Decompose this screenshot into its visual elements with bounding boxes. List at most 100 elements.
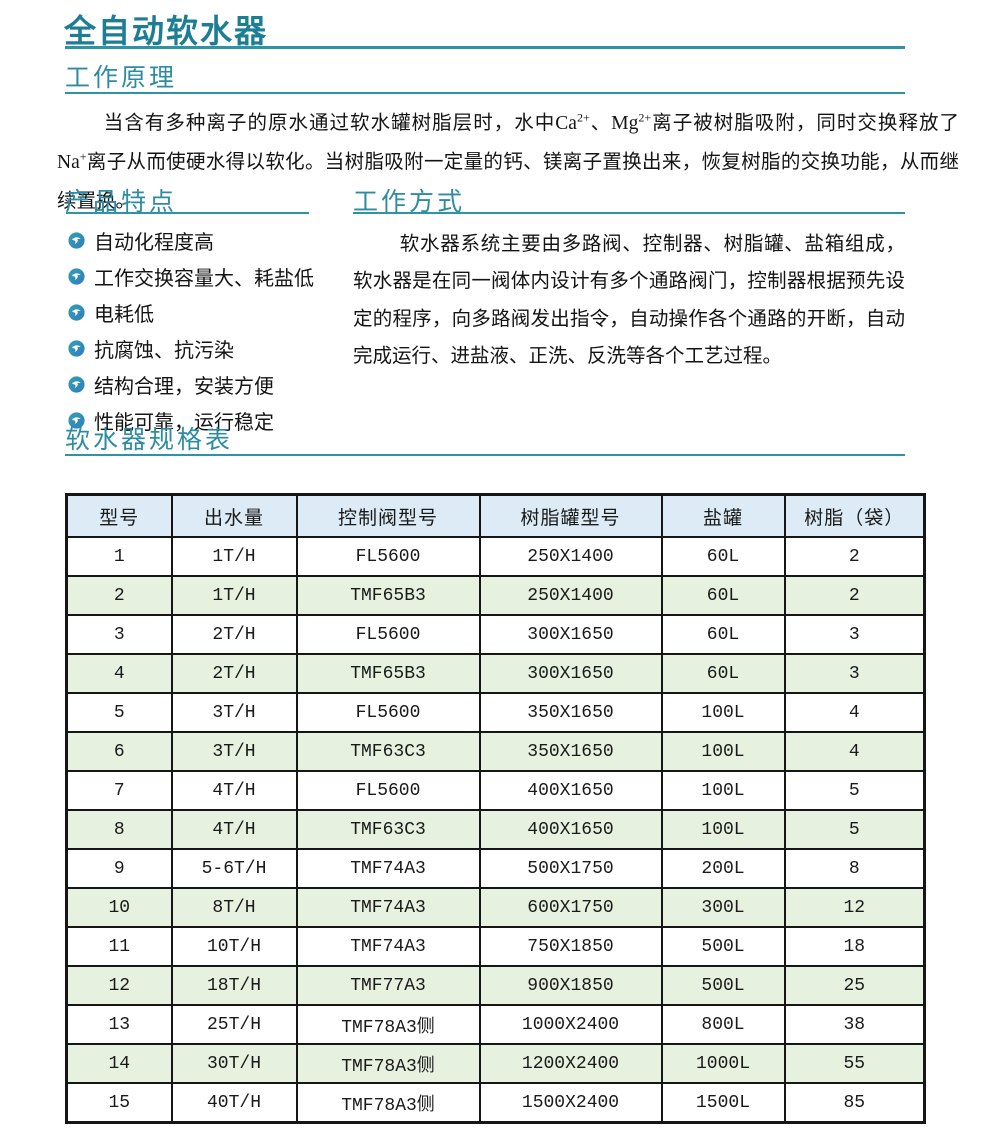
table-cell: 250X1400 [478, 575, 663, 616]
table-cell: 8T/H [170, 887, 298, 928]
table-row: 13 25T/H TMF78A3侧 1000X2400 800L 38 [65, 1004, 926, 1045]
table-cell: TMF63C3 [295, 731, 481, 772]
table-cell: 10 [65, 887, 173, 928]
table-cell: 5-6T/H [170, 848, 298, 889]
table-cell: 100L [660, 692, 786, 733]
feature-item-label: 工作交换容量大、耗盐低 [94, 267, 314, 290]
table-cell: 30T/H [170, 1043, 298, 1084]
feature-list-item: 自动化程度高 [68, 222, 314, 258]
table-cell: 12 [65, 965, 173, 1006]
spec-table-column-header: 出水量 [170, 493, 298, 538]
table-cell: 8 [783, 848, 926, 889]
swirl-bullet-icon [68, 303, 85, 321]
feature-item-label: 性能可靠，运行稳定 [94, 411, 274, 434]
table-cell: 3T/H [170, 731, 298, 772]
spec-divider [65, 454, 905, 456]
method-divider [353, 212, 905, 214]
spec-table-column-header: 树脂罐型号 [478, 493, 663, 538]
table-cell: 40T/H [170, 1082, 298, 1124]
table-cell: 500L [660, 926, 786, 967]
feature-list-item: 结构合理，安装方便 [68, 366, 314, 402]
table-cell: 300X1650 [478, 614, 663, 655]
table-cell: 3 [783, 614, 926, 655]
table-cell: 7 [65, 770, 173, 811]
table-cell: 2 [65, 575, 173, 616]
table-cell: 2 [783, 536, 926, 577]
table-cell: TMF65B3 [295, 653, 481, 694]
feature-item-label: 自动化程度高 [94, 231, 214, 254]
table-cell: 60L [660, 575, 786, 616]
spec-table-body: 1 1T/H FL5600 250X1400 60L 2 2 1T/H TMF65B3 250X1… [65, 536, 926, 1124]
superscript-mg: 2+ [638, 110, 652, 124]
table-cell: 9 [65, 848, 173, 889]
table-cell: 200L [660, 848, 786, 889]
table-cell: 300X1650 [478, 653, 663, 694]
table-cell: 3 [65, 614, 173, 655]
table-cell: 5 [783, 770, 926, 811]
table-cell: 1500L [660, 1082, 786, 1124]
table-cell: 18T/H [170, 965, 298, 1006]
feature-list-item: 抗腐蚀、抗污染 [68, 330, 314, 366]
table-cell: 500X1750 [478, 848, 663, 889]
table-cell: 1T/H [170, 575, 298, 616]
table-row: 5 3T/H FL5600 350X1650 100L 4 [65, 692, 926, 733]
table-cell: 25T/H [170, 1004, 298, 1045]
table-cell: 12 [783, 887, 926, 928]
table-cell: 1000L [660, 1043, 786, 1084]
spec-table: 型号 出水量 控制阀型号 树脂罐型号 盐罐 树脂（袋） 1 1T/H FL5600 250X14… [65, 493, 926, 1124]
table-cell: 1 [65, 536, 173, 577]
table-cell: FL5600 [295, 692, 481, 733]
table-cell: 500L [660, 965, 786, 1006]
table-cell: 100L [660, 809, 786, 850]
table-cell: 400X1650 [478, 770, 663, 811]
table-row: 9 5-6T/H TMF74A3 500X1750 200L 8 [65, 848, 926, 889]
table-cell: 6 [65, 731, 173, 772]
table-row: 4 2T/H TMF65B3 300X1650 60L 3 [65, 653, 926, 694]
swirl-bullet-icon [68, 231, 85, 249]
table-cell: 800L [660, 1004, 786, 1045]
table-cell: 15 [65, 1082, 173, 1124]
table-cell: 60L [660, 536, 786, 577]
table-cell: 8 [65, 809, 173, 850]
table-cell: 100L [660, 731, 786, 772]
swirl-bullet-icon [68, 267, 85, 285]
table-cell: 13 [65, 1004, 173, 1045]
table-cell: 1200X2400 [478, 1043, 663, 1084]
table-cell: 5 [783, 809, 926, 850]
principle-text-3: 离子被树脂吸附，同时交换释放了Na [57, 112, 959, 173]
table-cell: 100L [660, 770, 786, 811]
table-cell: TMF78A3侧 [295, 1043, 481, 1084]
table-cell: 60L [660, 614, 786, 655]
table-row: 7 4T/H FL5600 400X1650 100L 5 [65, 770, 926, 811]
section-heading-spec: 软水器规格表 [65, 427, 234, 454]
principle-text-1: 当含有多种离子的原水通过软水罐树脂层时，水中Ca [103, 112, 577, 134]
table-cell: 1T/H [170, 536, 298, 577]
feature-item-label: 电耗低 [94, 303, 154, 326]
swirl-bullet-icon [68, 375, 85, 393]
table-cell: 350X1650 [478, 692, 663, 733]
table-cell: 4 [783, 692, 926, 733]
table-cell: FL5600 [295, 770, 481, 811]
table-cell: 750X1850 [478, 926, 663, 967]
table-row: 1 1T/H FL5600 250X1400 60L 2 [65, 536, 926, 577]
table-cell: 2T/H [170, 614, 298, 655]
section-heading-principle: 工作原理 [65, 65, 178, 92]
table-row: 15 40T/H TMF78A3侧 1500X2400 1500L 85 [65, 1082, 926, 1124]
table-cell: 4T/H [170, 770, 298, 811]
table-cell: 1500X2400 [478, 1082, 663, 1124]
table-cell: 25 [783, 965, 926, 1006]
swirl-bullet-icon [68, 411, 85, 429]
table-row: 12 18T/H TMF77A3 900X1850 500L 25 [65, 965, 926, 1006]
spec-table-column-header: 盐罐 [660, 493, 786, 538]
table-cell: 11 [65, 926, 173, 967]
table-row: 11 10T/H TMF74A3 750X1850 500L 18 [65, 926, 926, 967]
table-cell: 300L [660, 887, 786, 928]
spec-table-column-header: 树脂（袋） [783, 493, 926, 538]
table-cell: TMF78A3侧 [295, 1004, 481, 1045]
spec-table-column-header: 型号 [65, 493, 173, 538]
swirl-bullet-icon [68, 339, 85, 357]
table-cell: 4 [65, 653, 173, 694]
table-cell: 600X1750 [478, 887, 663, 928]
page-title: 全自动软水器 [64, 13, 269, 49]
